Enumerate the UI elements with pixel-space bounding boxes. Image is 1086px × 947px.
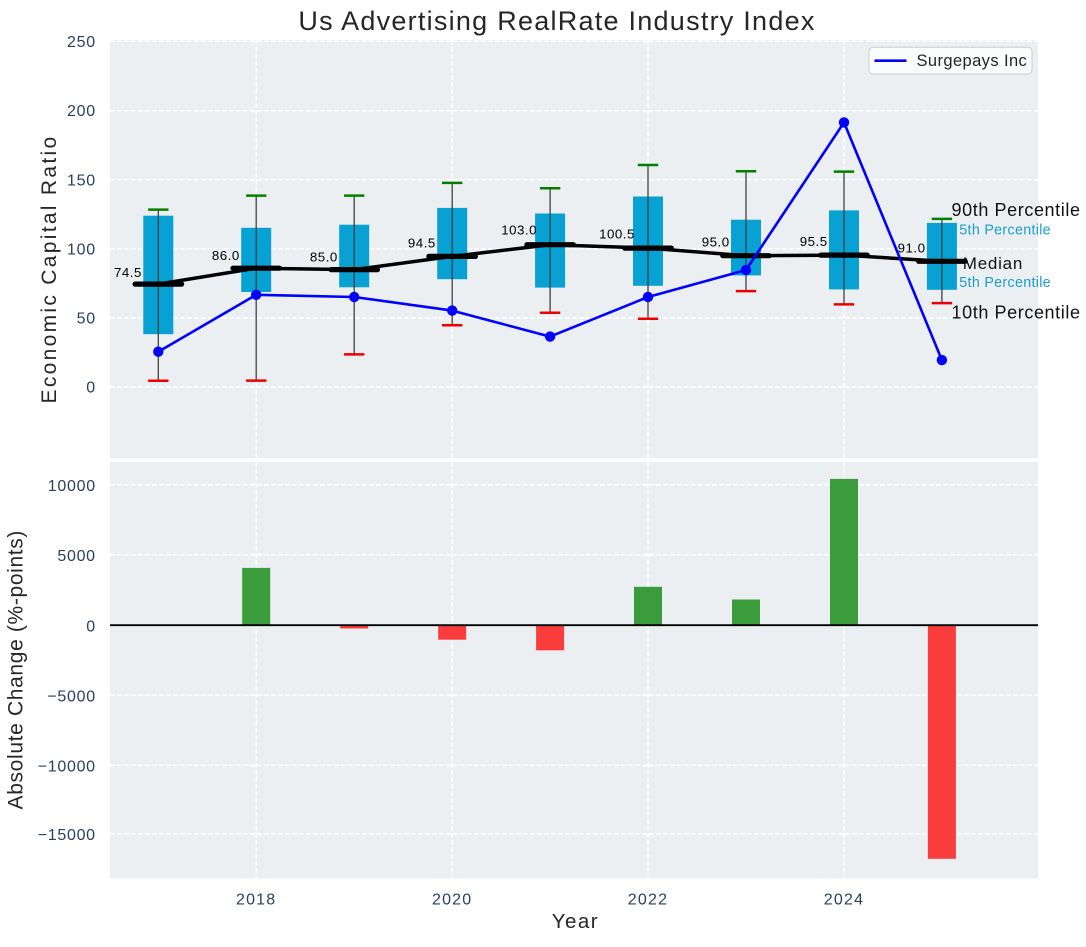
svg-text:Year: Year <box>552 910 599 933</box>
svg-text:Surgepays Inc: Surgepays Inc <box>917 52 1028 70</box>
svg-text:100.5: 100.5 <box>599 226 635 241</box>
svg-text:86.0: 86.0 <box>212 248 240 263</box>
svg-text:0: 0 <box>86 618 96 635</box>
svg-text:91.0: 91.0 <box>898 241 926 256</box>
svg-text:150: 150 <box>67 172 96 189</box>
svg-text:0: 0 <box>86 380 96 397</box>
svg-text:Us Advertising RealRate Indust: Us Advertising RealRate Industry Index <box>298 6 815 36</box>
svg-text:250: 250 <box>67 34 96 51</box>
svg-text:95.5: 95.5 <box>800 234 828 249</box>
svg-text:74.5: 74.5 <box>114 265 142 280</box>
svg-text:2022: 2022 <box>628 892 668 909</box>
svg-text:103.0: 103.0 <box>501 223 537 238</box>
svg-text:2020: 2020 <box>432 892 472 909</box>
svg-text:50: 50 <box>77 310 96 327</box>
svg-text:5th Percentile: 5th Percentile <box>959 275 1051 291</box>
svg-text:−10000: −10000 <box>38 759 96 776</box>
svg-text:85.0: 85.0 <box>310 249 338 264</box>
svg-text:Absolute Change (%-points): Absolute Change (%-points) <box>5 530 28 810</box>
svg-text:−5000: −5000 <box>47 689 95 706</box>
svg-text:90th Percentile: 90th Percentile <box>952 200 1081 220</box>
svg-text:95.0: 95.0 <box>702 235 730 250</box>
svg-text:5000: 5000 <box>57 548 95 565</box>
svg-text:94.5: 94.5 <box>408 235 436 250</box>
svg-text:2024: 2024 <box>824 892 864 909</box>
svg-text:10th Percentile: 10th Percentile <box>952 302 1081 322</box>
svg-text:10000: 10000 <box>48 478 96 495</box>
svg-text:Median: Median <box>963 254 1023 273</box>
svg-text:2018: 2018 <box>236 892 276 909</box>
svg-text:100: 100 <box>67 241 96 258</box>
svg-text:−15000: −15000 <box>38 827 96 844</box>
svg-text:200: 200 <box>67 103 96 120</box>
svg-text:Economic Capital Ratio: Economic Capital Ratio <box>38 135 61 404</box>
svg-text:5th Percentile: 5th Percentile <box>959 222 1051 238</box>
